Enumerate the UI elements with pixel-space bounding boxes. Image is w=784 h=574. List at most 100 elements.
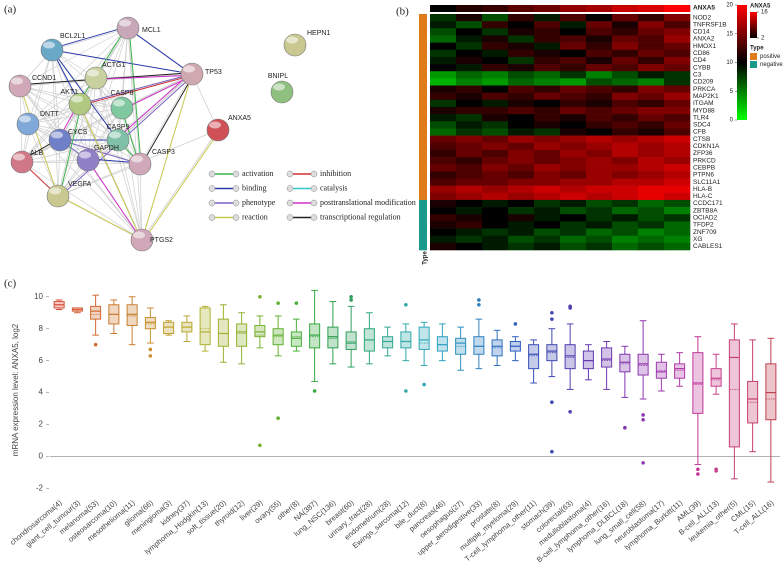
- heatmap-cell: [586, 185, 613, 194]
- edge: [21, 73, 193, 163]
- heatmap-cell: [560, 149, 587, 158]
- node-label: ACTG1: [102, 62, 125, 69]
- heatmap-cell: [508, 114, 535, 122]
- heatmap-cell: [482, 228, 509, 236]
- edge: [19, 85, 123, 109]
- row-label: CYBB: [693, 64, 711, 71]
- edge: [27, 77, 97, 125]
- heatmap-cell: [508, 56, 535, 65]
- outlier: [312, 389, 317, 393]
- type-cell: [419, 49, 427, 58]
- type-cell: [419, 214, 427, 222]
- heatmap-cell: [638, 78, 665, 86]
- edge: [21, 161, 143, 241]
- heatmap-cell: [508, 49, 535, 58]
- type-cell: [419, 199, 427, 208]
- type-cell: [419, 157, 427, 165]
- heatmap-cell: [664, 64, 691, 72]
- heatmap-cell: [430, 149, 457, 158]
- edge: [50, 26, 127, 50]
- heatmap-cell: [430, 221, 457, 229]
- heatmap-cell: [456, 56, 483, 65]
- edge: [21, 103, 81, 163]
- box: [528, 344, 540, 370]
- heatmap-cell: [534, 164, 561, 172]
- heatmap-cell: [482, 106, 509, 115]
- node-highlight: [119, 19, 131, 27]
- box: [765, 363, 777, 421]
- box: [90, 305, 102, 320]
- node-highlight: [183, 65, 195, 73]
- heatmap-cell: [664, 56, 691, 65]
- row-label: CABLES1: [693, 243, 723, 250]
- legend-label: positive: [760, 54, 781, 60]
- heatmap-cell: [534, 114, 561, 122]
- legend-swatch: [286, 170, 294, 178]
- node-highlight: [273, 83, 285, 91]
- heatmap-cell: [456, 199, 483, 208]
- box: [199, 307, 211, 346]
- row-label: PRKCD: [693, 157, 716, 164]
- outlier: [641, 413, 645, 417]
- heatmap-cell: [508, 92, 535, 101]
- row-label: HLA-C: [693, 193, 713, 200]
- heatmap-cell: [638, 207, 665, 215]
- heatmap-cell: [508, 106, 535, 115]
- heatmap-cell: [534, 149, 561, 158]
- heatmap-cell: [482, 128, 509, 136]
- heatmap-cell: [664, 114, 691, 122]
- heatmap-cell: [508, 157, 535, 165]
- heatmap-cell: [456, 178, 483, 186]
- edge: [19, 27, 129, 87]
- type-cell: [419, 242, 427, 251]
- heatmap-cell: [638, 221, 665, 229]
- outlier: [294, 301, 299, 305]
- type-cell: [419, 92, 427, 101]
- heatmap-cell: [638, 135, 665, 144]
- heatmap-cell: [586, 228, 613, 236]
- panel-label: (b): [396, 6, 409, 18]
- heatmap-cell: [430, 35, 457, 43]
- heatmap-cell: [586, 114, 613, 122]
- heatmap-cell: [638, 128, 665, 136]
- heatmap-cell: [508, 85, 535, 93]
- row-label: CEBPB: [693, 164, 715, 171]
- heatmap-cell: [586, 28, 613, 36]
- heatmap-cell: [482, 121, 509, 129]
- heatmap-cell: [586, 42, 613, 51]
- heatmap-cell: [456, 235, 483, 244]
- edge: [86, 158, 142, 240]
- heatmap-cell: [482, 114, 509, 122]
- heatmap-cell: [586, 64, 613, 72]
- colorbar-label: 15: [726, 31, 733, 37]
- outlier: [349, 294, 353, 299]
- node-label: BCL2L1: [60, 33, 85, 40]
- row-label: CCDC171: [693, 200, 723, 207]
- heatmap-cell: [456, 242, 483, 251]
- heatmap-cell: [430, 21, 457, 29]
- heatmap-cell: [612, 185, 639, 194]
- edge: [79, 103, 143, 241]
- heatmap-cell: [664, 49, 691, 58]
- heatmap-cell: [534, 221, 561, 229]
- heatmap-cell: [430, 49, 457, 58]
- heatmap-cell: [430, 78, 457, 86]
- heatmap-cell: [586, 214, 613, 222]
- edge: [128, 28, 194, 76]
- heatmap-cell: [638, 121, 665, 129]
- heatmap-cell: [560, 164, 587, 172]
- edge: [139, 73, 193, 165]
- heatmap-cell: [534, 135, 561, 144]
- heatmap-cell: [586, 85, 613, 93]
- legend-label: phenotype: [242, 198, 276, 207]
- box: [236, 323, 248, 347]
- heatmap-cell: [456, 78, 483, 86]
- edge: [27, 123, 141, 165]
- heatmap-cell: [456, 135, 483, 144]
- heatmap-cell: [534, 56, 561, 65]
- legend-swatch: [750, 53, 757, 60]
- heatmap-cell: [560, 71, 587, 79]
- heatmap-cell: [664, 85, 691, 93]
- y-tick-label: 10: [34, 292, 43, 301]
- heatmap-cell: [612, 242, 639, 251]
